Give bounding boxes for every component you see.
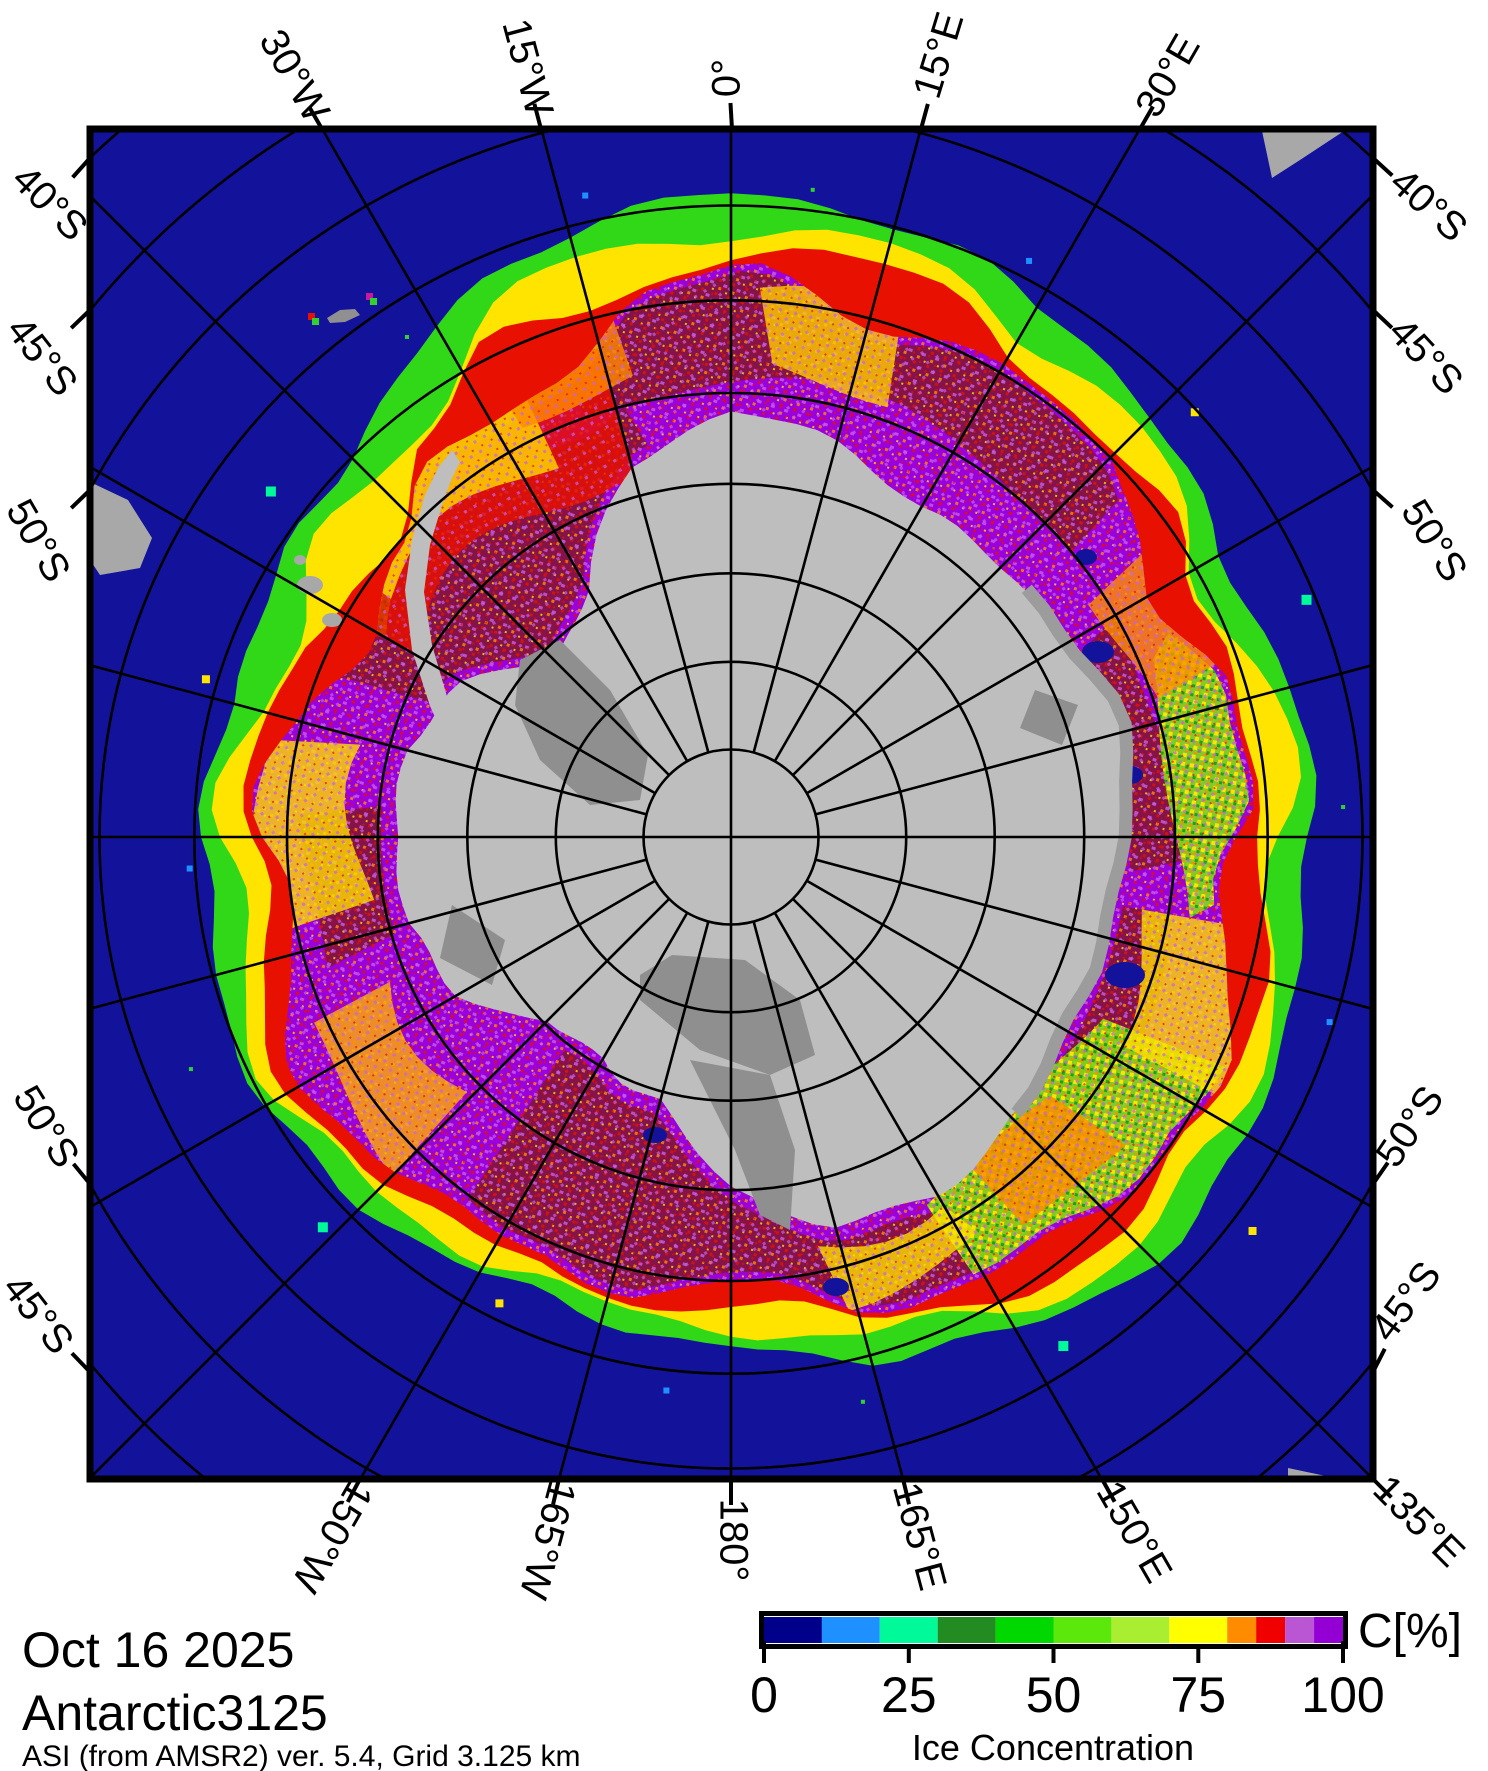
colorbar-legend: 0 25 50 75 100 C[%] Ice Concentration (750, 1605, 1462, 1768)
title-block: Oct 16 2025 Antarctic3125 ASI (from AMSR… (22, 1622, 581, 1771)
colorbar-unit-label: C[%] (1358, 1605, 1462, 1658)
graticule-ticks (69, 102, 1394, 1505)
source-label: ASI (from AMSR2) ver. 5.4, Grid 3.125 km (22, 1740, 581, 1771)
colorbar-tick-75: 75 (1170, 1667, 1226, 1723)
dataset-label: Antarctic3125 (22, 1685, 328, 1741)
colorbar-tick-0: 0 (750, 1667, 778, 1723)
colorbar-ticks (762, 1641, 1345, 1663)
date-label: Oct 16 2025 (22, 1622, 294, 1678)
colorbar-tick-50: 50 (1026, 1667, 1082, 1723)
colorbar-tick-100: 100 (1301, 1667, 1384, 1723)
colorbar-tick-25: 25 (881, 1667, 937, 1723)
colorbar-segments (764, 1617, 1343, 1643)
lon-label-0: 0° (705, 59, 749, 97)
colorbar-axis-label: Ice Concentration (912, 1727, 1194, 1768)
lon-label-180: 180° (711, 1499, 755, 1582)
